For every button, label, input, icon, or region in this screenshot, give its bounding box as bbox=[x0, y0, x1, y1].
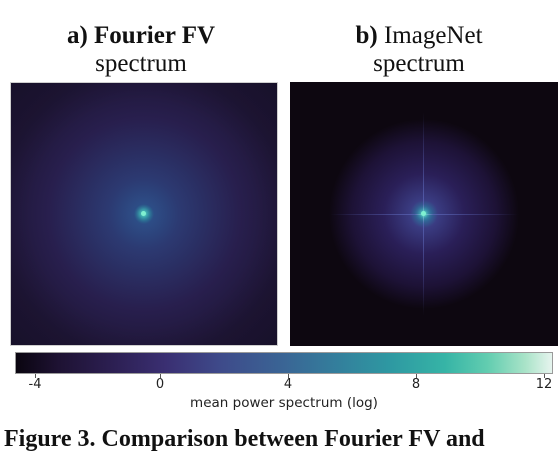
fourier-fv-center-peak bbox=[141, 211, 146, 216]
colorbar-tick-label: 4 bbox=[283, 377, 293, 392]
panel-b-letter: b) bbox=[355, 22, 378, 49]
colorbar-tick-label: 0 bbox=[155, 377, 165, 392]
panel-a-letter: a) bbox=[66, 22, 88, 49]
colorbar-tick-label: 12 bbox=[535, 377, 553, 392]
colorbar bbox=[15, 352, 553, 374]
colorbar-tick-mark bbox=[544, 374, 545, 378]
colorbar-label: mean power spectrum (log) bbox=[190, 395, 378, 411]
figure-caption: Figure 3. Comparison between Fourier FV … bbox=[4, 426, 485, 452]
imagenet-center-peak bbox=[421, 211, 426, 216]
colorbar-tick-mark bbox=[160, 374, 161, 378]
panel-b-subtitle: spectrum bbox=[373, 50, 465, 77]
imagenet-spectrum-image bbox=[290, 82, 558, 346]
panel-a-subtitle: spectrum bbox=[95, 50, 187, 77]
panel-b-title: b) ImageNet spectrum bbox=[284, 22, 554, 78]
colorbar-tick-label: 8 bbox=[411, 377, 421, 392]
colorbar-tick-mark bbox=[35, 374, 36, 378]
colorbar-tick-label: -4 bbox=[28, 377, 42, 392]
colorbar-tick-mark bbox=[288, 374, 289, 378]
fourier-fv-spectrum-image bbox=[10, 82, 278, 346]
colorbar-tick-mark bbox=[416, 374, 417, 378]
panel-b-name: ImageNet bbox=[383, 22, 483, 49]
panel-a-name: Fourier FV bbox=[94, 22, 216, 49]
panel-a-title: a) Fourier FV spectrum bbox=[6, 22, 276, 78]
